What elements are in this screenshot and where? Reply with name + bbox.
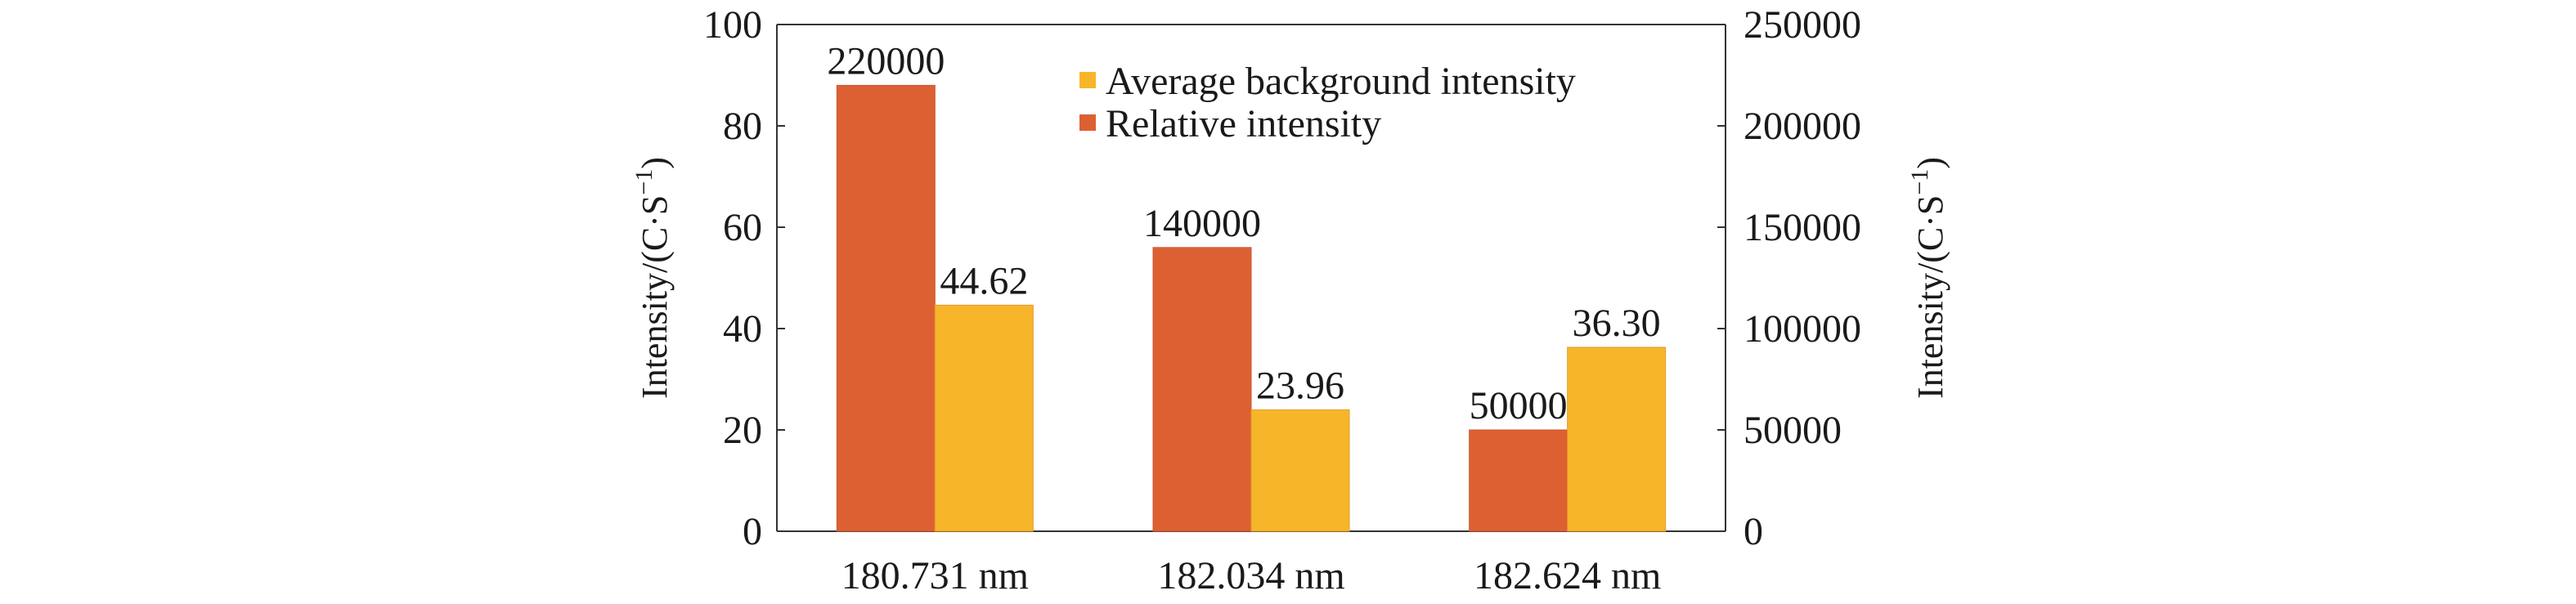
- right-axis-ticks: 0 50000 100000 150000 200000 250000: [1717, 3, 1861, 553]
- data-label-average-background: 44.62: [940, 259, 1028, 302]
- left-tick-label: 60: [723, 206, 762, 249]
- bar-average-background: [934, 304, 1034, 532]
- bar-relative-intensity: [1152, 247, 1252, 532]
- bar-average-background: [1567, 347, 1667, 532]
- data-label-relative-intensity: 220000: [827, 39, 945, 83]
- data-label-average-background: 23.96: [1256, 364, 1344, 407]
- category-label: 180.731 nm: [841, 554, 1029, 597]
- data-label-relative-intensity: 50000: [1470, 384, 1568, 427]
- right-axis-title: Intensity/(C·S−1): [1906, 157, 1950, 399]
- bar-relative-intensity: [836, 84, 936, 532]
- legend-label-relative-intensity: Relative intensity: [1106, 102, 1381, 145]
- legend-label-average-background: Average background intensity: [1106, 60, 1576, 103]
- bars: [836, 84, 1667, 532]
- right-tick-label: 0: [1744, 510, 1763, 553]
- category-label: 182.034 nm: [1157, 554, 1344, 597]
- data-label-average-background: 36.30: [1573, 302, 1661, 345]
- data-label-relative-intensity: 140000: [1143, 202, 1261, 245]
- legend: Average background intensity Relative in…: [1079, 60, 1576, 145]
- category-label: 182.624 nm: [1474, 554, 1661, 597]
- legend-swatch-relative-intensity: [1079, 114, 1096, 131]
- left-tick-label: 0: [743, 510, 762, 553]
- right-tick-label: 100000: [1744, 307, 1861, 351]
- bar-average-background: [1250, 409, 1350, 532]
- left-tick-label: 40: [723, 307, 762, 351]
- category-labels: 180.731 nm 182.034 nm 182.624 nm: [841, 554, 1662, 597]
- left-tick-label: 20: [723, 409, 762, 452]
- right-tick-label: 200000: [1744, 105, 1861, 148]
- left-axis-title: Intensity/(C·S−1): [631, 157, 675, 399]
- right-tick-label: 250000: [1744, 3, 1861, 47]
- left-axis-ticks: 0 20 40 60 80 100: [703, 3, 785, 553]
- left-tick-label: 100: [703, 3, 762, 47]
- left-tick-label: 80: [723, 105, 762, 148]
- legend-swatch-average-background: [1079, 72, 1096, 88]
- bar-relative-intensity: [1469, 429, 1568, 532]
- right-tick-label: 50000: [1744, 409, 1842, 452]
- right-tick-label: 150000: [1744, 206, 1861, 249]
